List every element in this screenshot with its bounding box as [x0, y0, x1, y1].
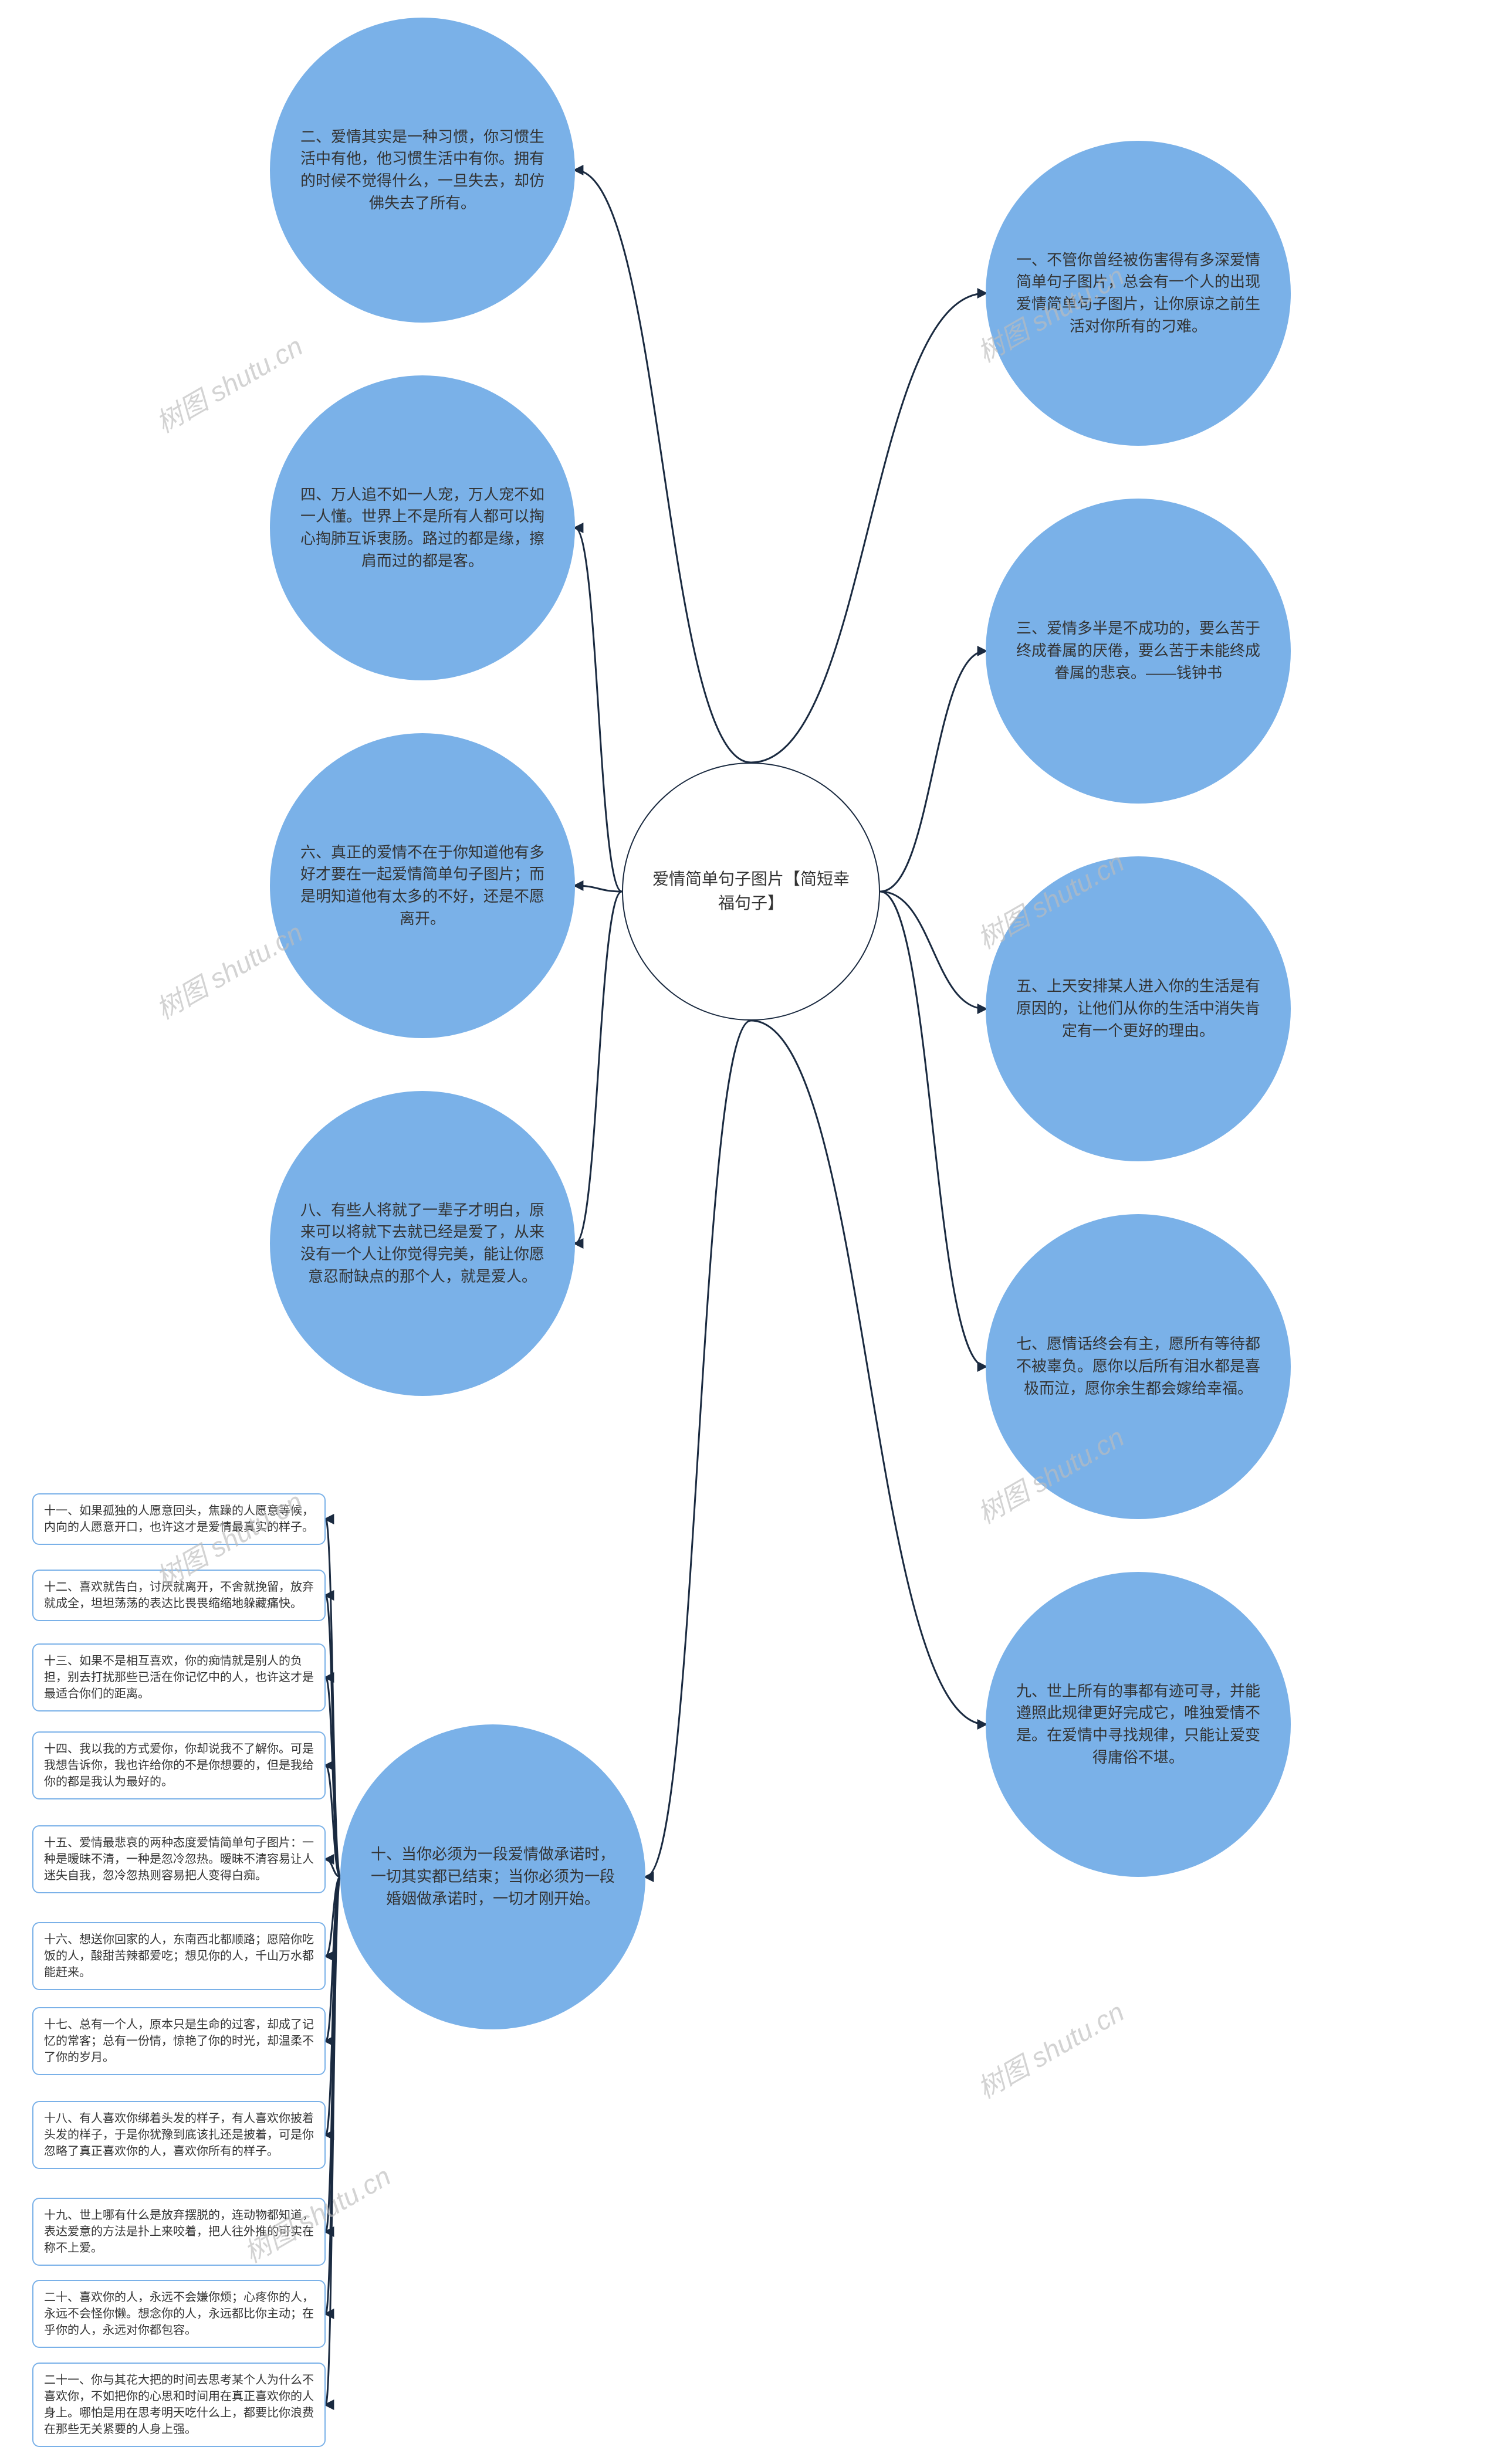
edge — [326, 1877, 340, 2135]
rect-text: 十五、爱情最悲哀的两种态度爱情简单句子图片：一种是暧昧不清，一种是忽冷忽热。暧昧… — [44, 1835, 314, 1884]
edge — [751, 1021, 986, 1724]
edge — [575, 528, 622, 892]
rect-node: 十二、喜欢就告白，讨厌就离开，不舍就挽留，放弃就成全，坦坦荡荡的表达比畏畏缩缩地… — [32, 1570, 326, 1621]
edge — [326, 1877, 340, 2041]
bubble-text: 七、愿情话终会有主，愿所有等待都不被辜负。愿你以后所有泪水都是喜极而泣，愿你余生… — [1009, 1333, 1267, 1399]
edge — [645, 1021, 751, 1877]
rect-node: 二十一、你与其花大把的时间去思考某个人为什么不喜欢你，不如把你的心思和时间用在真… — [32, 2363, 326, 2447]
center-node: 爱情简单句子图片【简短幸福句子】 — [622, 762, 880, 1021]
bubble-node: 四、万人追不如一人宠，万人宠不如一人懂。世界上不是所有人都可以掏心掏肺互诉衷肠。… — [270, 375, 575, 680]
bubble-node: 六、真正的爱情不在于你知道他有多好才要在一起爱情简单句子图片；而是明知道他有太多… — [270, 733, 575, 1038]
bubble-node: 八、有些人将就了一辈子才明白，原来可以将就下去就已经是爱了，从来没有一个人让你觉… — [270, 1091, 575, 1396]
edge — [751, 293, 986, 762]
edge — [575, 886, 622, 892]
rect-node: 十九、世上哪有什么是放弃摆脱的，连动物都知道，表达爱意的方法是扑上来咬着，把人往… — [32, 2198, 326, 2266]
center-text: 爱情简单句子图片【简短幸福句子】 — [647, 867, 855, 915]
edge — [326, 1877, 340, 2405]
rect-text: 十八、有人喜欢你绑着头发的样子，有人喜欢你披着头发的样子，于是你犹豫到底该扎还是… — [44, 2110, 314, 2160]
edge — [326, 1859, 340, 1877]
edge — [575, 892, 622, 1243]
edge — [326, 1765, 340, 1877]
rect-text: 十二、喜欢就告白，讨厌就离开，不舍就挽留，放弃就成全，坦坦荡荡的表达比畏畏缩缩地… — [44, 1579, 314, 1612]
bubble-node: 三、爱情多半是不成功的，要么苦于终成眷属的厌倦，要么苦于未能终成眷属的悲哀。——… — [986, 499, 1291, 804]
bubble-text: 十、当你必须为一段爱情做承诺时，一切其实都已结束；当你必须为一段婚姻做承诺时，一… — [364, 1843, 622, 1910]
rect-node: 十七、总有一个人，原本只是生命的过客，却成了记忆的常客；总有一份情，惊艳了你的时… — [32, 2007, 326, 2075]
rect-text: 二十一、你与其花大把的时间去思考某个人为什么不喜欢你，不如把你的心思和时间用在真… — [44, 2372, 314, 2438]
bubble-text: 一、不管你曾经被伤害得有多深爱情简单句子图片，总会有一个人的出现爱情简单句子图片… — [1009, 249, 1267, 338]
rect-text: 二十、喜欢你的人，永远不会嫌你烦；心疼你的人，永远不会怪你懒。想念你的人，永远都… — [44, 2289, 314, 2338]
bubble-node: 二、爱情其实是一种习惯，你习惯生活中有他，他习惯生活中有你。拥有的时候不觉得什么… — [270, 18, 575, 323]
rect-text: 十一、如果孤独的人愿意回头，焦躁的人愿意等候，内向的人愿意开口，也许这才是爱情最… — [44, 1503, 314, 1536]
bubble-node: 九、世上所有的事都有迹可寻，并能遵照此规律更好完成它，唯独爱情不是。在爱情中寻找… — [986, 1572, 1291, 1877]
edge — [326, 1595, 340, 1877]
watermark: 树图 shutu.cn — [969, 1991, 1130, 2107]
mindmap-stage: 爱情简单句子图片【简短幸福句子】 二、爱情其实是一种习惯，你习惯生活中有他，他习惯… — [0, 0, 1502, 2464]
edge — [326, 1519, 340, 1877]
edges-layer — [0, 0, 1502, 2464]
rect-text: 十九、世上哪有什么是放弃摆脱的，连动物都知道，表达爱意的方法是扑上来咬着，把人往… — [44, 2207, 314, 2256]
bubble-text: 八、有些人将就了一辈子才明白，原来可以将就下去就已经是爱了，从来没有一个人让你觉… — [293, 1199, 552, 1288]
rect-node: 十四、我以我的方式爱你，你却说我不了解你。可是我想告诉你，我也许给你的不是你想要… — [32, 1731, 326, 1799]
bubble-node: 五、上天安排某人进入你的生活是有原因的，让他们从你的生活中消失肯定有一个更好的理… — [986, 856, 1291, 1161]
edge — [880, 892, 986, 1367]
bubble-text: 九、世上所有的事都有迹可寻，并能遵照此规律更好完成它，唯独爱情不是。在爱情中寻找… — [1009, 1680, 1267, 1769]
rect-node: 十六、想送你回家的人，东南西北都顺路；愿陪你吃饭的人，酸甜苦辣都爱吃；想见你的人… — [32, 1922, 326, 1990]
rect-node: 十八、有人喜欢你绑着头发的样子，有人喜欢你披着头发的样子，于是你犹豫到底该扎还是… — [32, 2101, 326, 2169]
rect-node: 十一、如果孤独的人愿意回头，焦躁的人愿意等候，内向的人愿意开口，也许这才是爱情最… — [32, 1493, 326, 1545]
bubble-text: 四、万人追不如一人宠，万人宠不如一人懂。世界上不是所有人都可以掏心掏肺互诉衷肠。… — [293, 484, 552, 572]
bubble-text: 三、爱情多半是不成功的，要么苦于终成眷属的厌倦，要么苦于未能终成眷属的悲哀。——… — [1009, 618, 1267, 684]
edge — [880, 651, 986, 892]
bubble-node: 七、愿情话终会有主，愿所有等待都不被辜负。愿你以后所有泪水都是喜极而泣，愿你余生… — [986, 1214, 1291, 1519]
edge — [880, 892, 986, 1009]
bubble-node: 一、不管你曾经被伤害得有多深爱情简单句子图片，总会有一个人的出现爱情简单句子图片… — [986, 141, 1291, 446]
rect-text: 十六、想送你回家的人，东南西北都顺路；愿陪你吃饭的人，酸甜苦辣都爱吃；想见你的人… — [44, 1931, 314, 1981]
bubble-node: 十、当你必须为一段爱情做承诺时，一切其实都已结束；当你必须为一段婚姻做承诺时，一… — [340, 1724, 645, 2029]
watermark: 树图 shutu.cn — [148, 326, 309, 441]
edge — [326, 1877, 340, 1956]
edge — [575, 170, 751, 762]
bubble-text: 六、真正的爱情不在于你知道他有多好才要在一起爱情简单句子图片；而是明知道他有太多… — [293, 842, 552, 930]
bubble-text: 二、爱情其实是一种习惯，你习惯生活中有他，他习惯生活中有你。拥有的时候不觉得什么… — [293, 126, 552, 215]
edge — [326, 1877, 340, 2314]
edge — [326, 1877, 340, 2232]
rect-node: 十五、爱情最悲哀的两种态度爱情简单句子图片：一种是暧昧不清，一种是忽冷忽热。暧昧… — [32, 1825, 326, 1893]
rect-text: 十七、总有一个人，原本只是生命的过客，却成了记忆的常客；总有一份情，惊艳了你的时… — [44, 2016, 314, 2066]
rect-text: 十四、我以我的方式爱你，你却说我不了解你。可是我想告诉你，我也许给你的不是你想要… — [44, 1741, 314, 1790]
rect-node: 十三、如果不是相互喜欢，你的痴情就是别人的负担，别去打扰那些已活在你记忆中的人，… — [32, 1643, 326, 1711]
rect-text: 十三、如果不是相互喜欢，你的痴情就是别人的负担，别去打扰那些已活在你记忆中的人，… — [44, 1653, 314, 1702]
bubble-text: 五、上天安排某人进入你的生活是有原因的，让他们从你的生活中消失肯定有一个更好的理… — [1009, 975, 1267, 1042]
rect-node: 二十、喜欢你的人，永远不会嫌你烦；心疼你的人，永远不会怪你懒。想念你的人，永远都… — [32, 2280, 326, 2348]
edge — [326, 1677, 340, 1877]
